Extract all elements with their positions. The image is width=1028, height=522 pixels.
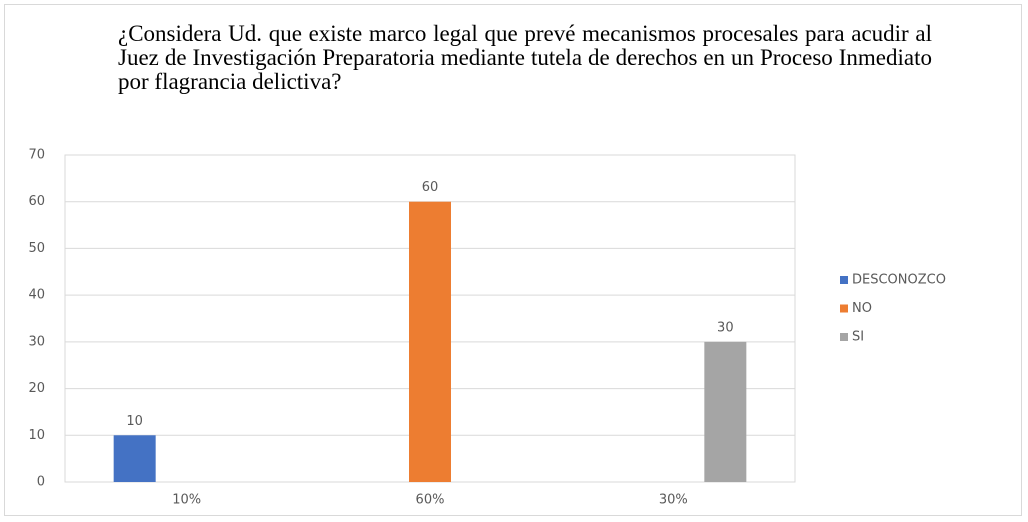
x-tick-label: 30% bbox=[659, 493, 688, 508]
x-tick-label: 10% bbox=[172, 493, 201, 508]
legend-swatch bbox=[840, 276, 848, 284]
bar bbox=[704, 341, 747, 482]
y-tick-label: 50 bbox=[28, 241, 45, 256]
legend-label: SI bbox=[852, 330, 864, 345]
chart-title: ¿Considera Ud. que existe marco legal qu… bbox=[118, 21, 932, 94]
legend-swatch bbox=[840, 333, 848, 341]
y-tick-label: 30 bbox=[28, 334, 45, 349]
y-tick-label: 40 bbox=[28, 288, 45, 303]
legend-swatch bbox=[840, 304, 848, 313]
y-tick-label: 0 bbox=[37, 475, 45, 490]
legend-label: DESCONOZCO bbox=[852, 273, 946, 288]
data-label: 30 bbox=[717, 320, 734, 335]
chart-frame bbox=[4, 4, 1022, 516]
bar bbox=[113, 435, 156, 482]
y-tick-label: 70 bbox=[28, 148, 45, 163]
x-tick-label: 60% bbox=[416, 493, 445, 508]
data-label: 60 bbox=[422, 180, 439, 195]
bar bbox=[409, 201, 451, 482]
y-tick-label: 20 bbox=[28, 381, 45, 396]
y-tick-label: 60 bbox=[28, 194, 45, 209]
legend-label: NO bbox=[852, 301, 872, 316]
y-tick-label: 10 bbox=[28, 428, 45, 443]
data-label: 10 bbox=[126, 414, 143, 429]
